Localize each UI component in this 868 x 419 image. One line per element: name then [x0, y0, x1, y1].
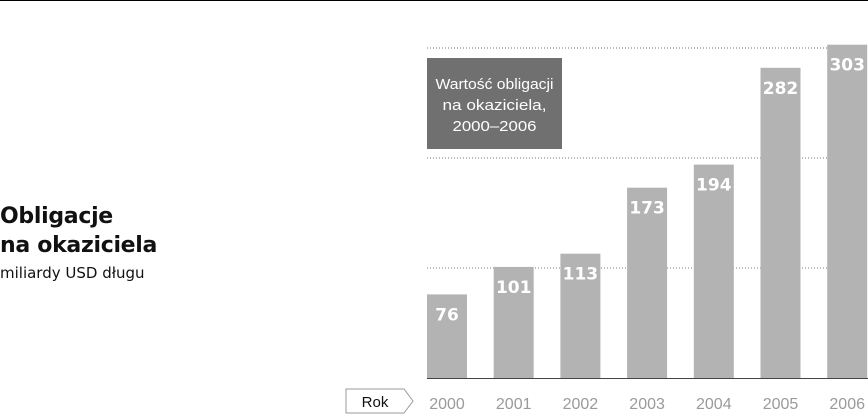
annotation-line-1: Wartość obligacji [436, 76, 554, 93]
bar-value-label-2000: 76 [435, 305, 459, 325]
bar-value-label-2003: 173 [629, 199, 665, 219]
bar-2000 [427, 294, 467, 378]
bar-2002 [560, 253, 601, 378]
x-axis-label-tag [345, 388, 414, 414]
x-axis: Rok [345, 388, 414, 414]
x-tick-label-2003: 2003 [629, 396, 665, 413]
annotation-box [427, 58, 562, 149]
bar-2003 [627, 187, 668, 378]
x-tick-label-2002: 2002 [563, 396, 599, 413]
x-tick-label-2000: 2000 [429, 396, 465, 413]
annotation-layer: Wartość obligacji na okaziciela, 2000–20… [427, 58, 562, 149]
chart-title-block: Obligacje na okaziciela miliardy USD dłu… [0, 202, 260, 284]
chart-title-line-2: na okaziciela [0, 233, 158, 258]
bar-value-label-2002: 113 [563, 265, 599, 285]
top-rule [0, 0, 868, 1]
x-tick-label-2006: 2006 [829, 396, 865, 413]
x-tick-label-2005: 2005 [763, 396, 799, 413]
x-tick-label-2001: 2001 [496, 396, 532, 413]
bar-2006 [827, 44, 868, 378]
bar-2005 [760, 67, 801, 379]
annotation-line-2: na okaziciela, [443, 97, 547, 114]
bar-2001 [493, 266, 534, 378]
annotation-line-3: 2000–2006 [453, 118, 537, 135]
x-tick-label-2004: 2004 [696, 396, 732, 413]
bar-layer: 76 2000 101 2001 113 2002 173 2003 194 2004 282 200… [427, 44, 868, 413]
bar-value-label-2001: 101 [496, 278, 532, 298]
bar-value-label-2006: 303 [829, 56, 865, 76]
bar-value-label-2004: 194 [696, 176, 732, 196]
bar-value-label-2005: 282 [763, 79, 799, 99]
chart-subtitle: miliardy USD długu [0, 264, 145, 282]
x-axis-label: Rok [362, 394, 389, 411]
bar-2004 [693, 164, 734, 378]
chart-title-line-1: Obligacje [0, 204, 113, 229]
